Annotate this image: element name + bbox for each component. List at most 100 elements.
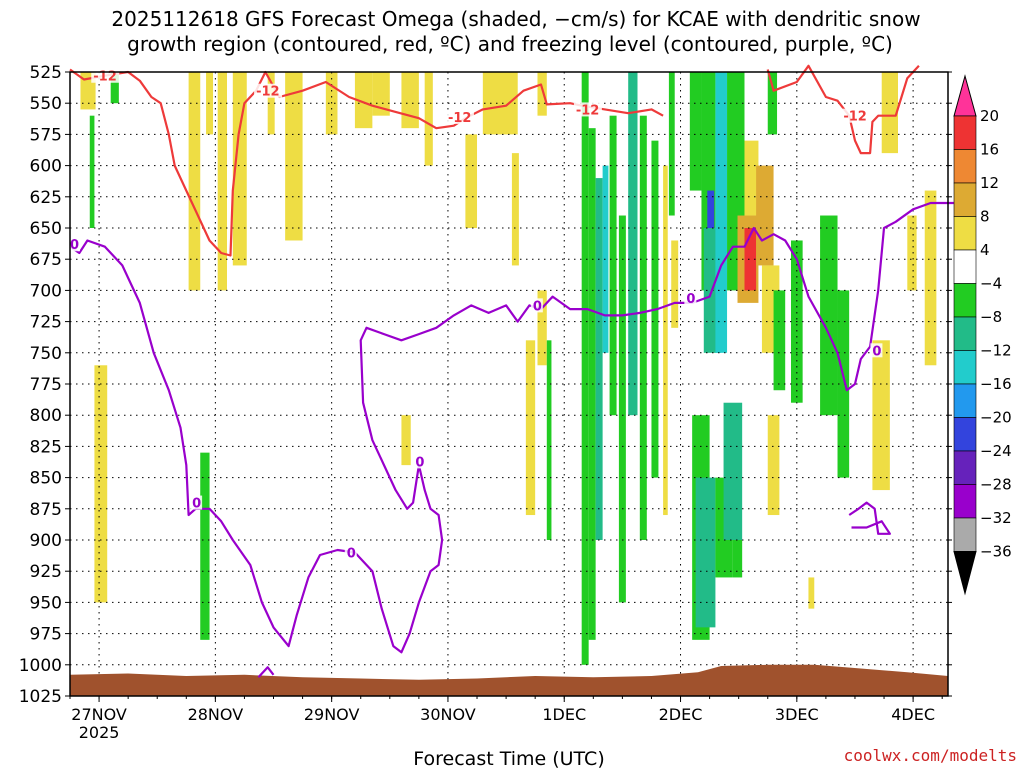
- omega-cell-52: [820, 215, 838, 416]
- y-tick-label-575: 575: [30, 125, 62, 145]
- omega-cell-15: [424, 72, 433, 166]
- omega-cell-38: [707, 190, 715, 228]
- omega-cell-10: [200, 452, 210, 640]
- x-tick-label-4: 1DEC: [542, 705, 586, 724]
- colorbar-segment-13: [953, 517, 977, 552]
- dendritic-minus12-contour: [69, 68, 664, 257]
- omega-cell-9: [285, 72, 303, 241]
- omega-cell-49: [767, 415, 780, 516]
- x-tick-label-6: 3DEC: [775, 705, 819, 724]
- contour-label-1: -12: [256, 85, 280, 100]
- omega-cell-29: [618, 215, 626, 603]
- contour-label-bg-4: [841, 108, 870, 123]
- contour-label-bg-6: [190, 495, 203, 510]
- omega-cell-27: [602, 165, 609, 353]
- y-tick-label-950: 950: [30, 593, 62, 613]
- x-tick-label-7: 4DEC: [891, 705, 935, 724]
- contour-label-2: -12: [448, 111, 472, 126]
- colorbar-label-8: −16: [980, 375, 1012, 393]
- omega-cell-62: [723, 402, 743, 540]
- freezing-level-0-surface-contour: [257, 666, 275, 679]
- omega-cell-1: [110, 72, 119, 104]
- contour-label-8: 0: [415, 455, 424, 470]
- omega-cell-16: [401, 415, 411, 466]
- y-tick-label-800: 800: [30, 406, 62, 426]
- freezing-level-0-low-contour: [848, 501, 892, 535]
- omega-cell-35: [668, 72, 675, 216]
- x-tick-label-2: 29NOV: [304, 705, 360, 724]
- contour-label-bg-5: [68, 237, 80, 252]
- omega-cell-4: [188, 72, 201, 291]
- colorbar-label-7: −12: [980, 342, 1012, 360]
- omega-cell-51: [808, 577, 815, 609]
- contour-label-bg-11: [870, 343, 883, 358]
- chart-title-line-1: 2025112618 GFS Forecast Omega (shaded, −…: [111, 7, 920, 31]
- omega-cell-21: [537, 290, 547, 366]
- colorbar-segment-11: [953, 450, 977, 485]
- colorbar-label-10: −24: [980, 442, 1012, 460]
- contour-label-bg-9: [530, 298, 543, 313]
- omega-cell-33: [663, 165, 668, 516]
- y-tick-label-600: 600: [30, 157, 62, 177]
- x-tick-sublabel-0: 2025: [79, 723, 120, 742]
- omega-cell-7: [232, 72, 247, 266]
- contour-label-11: 0: [872, 344, 881, 359]
- chart-title-line-2: growth region (contoured, red, ºC) and f…: [127, 32, 893, 56]
- colorbar-segment-2: [953, 149, 977, 184]
- colorbar-label-2: 12: [980, 174, 999, 192]
- colorbar-bottom-arrow: [953, 551, 977, 596]
- contour-layer: [69, 64, 954, 679]
- contour-label-7: 0: [347, 546, 356, 561]
- terrain-fill: [70, 664, 948, 696]
- y-tick-label-700: 700: [30, 281, 62, 301]
- y-tick-label-625: 625: [30, 188, 62, 208]
- omega-cell-22: [546, 340, 552, 540]
- x-axis-title: Forecast Time (UTC): [413, 748, 604, 768]
- contour-label-10: 0: [686, 292, 695, 307]
- omega-cell-14: [401, 72, 419, 129]
- omega-cell-56: [907, 215, 917, 291]
- omega-cell-20: [537, 72, 547, 116]
- omega-cell-5: [206, 72, 214, 135]
- omega-shading-layer: [80, 72, 937, 665]
- gridlines: [70, 72, 948, 696]
- contour-label-bg-8: [413, 454, 426, 469]
- omega-cell-19: [511, 153, 519, 266]
- y-tick-label-1025: 1025: [19, 687, 62, 707]
- colorbar-segment-1: [953, 115, 977, 150]
- y-axis: 525 550 575 600 625 650 675 700 725 750 775 800 825 8…: [19, 63, 952, 707]
- omega-cell-2: [89, 115, 95, 228]
- colorbar-segment-12: [953, 484, 977, 519]
- omega-cell-57: [924, 190, 937, 366]
- omega-cell-44: [744, 228, 757, 291]
- contour-label-5: 0: [70, 238, 79, 253]
- omega-cell-8: [267, 72, 275, 135]
- y-tick-label-650: 650: [30, 219, 62, 239]
- colorbar-label-0: 20: [980, 107, 999, 125]
- x-tick-label-5: 2DEC: [659, 705, 703, 724]
- omega-cell-34: [671, 240, 679, 328]
- y-tick-label-775: 775: [30, 375, 62, 395]
- colorbar-segment-9: [953, 383, 977, 418]
- colorbar-segment-7: [953, 316, 977, 351]
- omega-cell-31: [639, 115, 647, 541]
- credit-link[interactable]: coolwx.com/modelts: [844, 746, 1017, 765]
- contour-labels: -12 -12 -12 -12 -12 0 0 0 0 0 0 0: [68, 68, 883, 561]
- omega-cell-12: [354, 72, 373, 129]
- y-tick-label-825: 825: [30, 437, 62, 457]
- omega-cell-30: [628, 72, 638, 416]
- colorbar-label-3: 8: [980, 208, 990, 226]
- omega-cell-6: [217, 72, 227, 291]
- colorbar-label-4: 4: [980, 241, 990, 259]
- x-tick-label-3: 30NOV: [420, 705, 476, 724]
- omega-cell-48: [773, 290, 786, 391]
- omega-cell-36: [689, 72, 702, 191]
- colorbar-segment-4: [953, 216, 977, 251]
- y-tick-label-750: 750: [30, 344, 62, 364]
- omega-cell-24: [581, 72, 589, 665]
- x-tick-label-0: 27NOV: [71, 705, 127, 724]
- contour-label-9: 0: [533, 299, 542, 314]
- omega-cell-13: [372, 72, 390, 116]
- dendritic-minus12-east-contour: [766, 64, 920, 155]
